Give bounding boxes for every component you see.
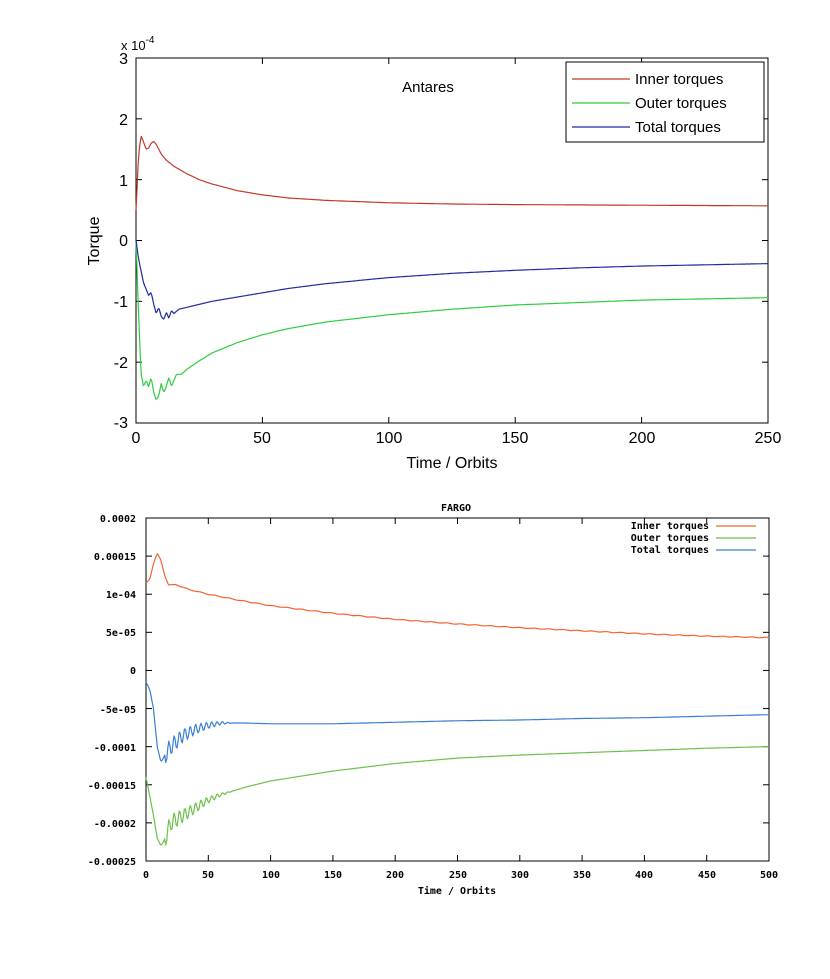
x-tick-label: 0	[143, 870, 149, 881]
x-tick-label: 100	[262, 870, 280, 881]
tick-marks	[145, 517, 770, 862]
x-tick-label: 350	[573, 870, 591, 881]
y-tick-labels: 3 2 1 0 -1 -2 -3	[114, 51, 128, 432]
y-tick-label: -1	[114, 294, 128, 311]
legend-label-outer: Outer torques	[635, 95, 727, 112]
y-tick-label: 0	[130, 666, 136, 677]
x-tick-label: 0	[132, 430, 141, 447]
x-tick-label: 150	[502, 430, 529, 447]
y-tick-label: -2	[114, 355, 128, 372]
x-tick-label: 200	[629, 430, 656, 447]
y-tick-label: 1e-04	[106, 590, 136, 601]
series-line-outer-torques	[145, 746, 769, 846]
x-axis-label: Time / Orbits	[418, 885, 496, 897]
antares-chart: Antares x 10-4 3 2 1 0 -1 -2 -3 0 50 100…	[86, 35, 781, 472]
y-tick-label: 0.0002	[100, 514, 136, 525]
y-multiplier: x 10-4	[121, 35, 155, 53]
x-tick-label: 300	[511, 870, 529, 881]
x-tick-labels: 0 50 100 150 200 250	[132, 430, 782, 447]
fargo-chart: FARGO 0.0002 0.00015 1e-04 5e-05 0 -5e-0…	[88, 503, 778, 897]
x-tick-label: 50	[253, 430, 271, 447]
series-line-inner-torques	[145, 553, 770, 639]
y-tick-label: -0.00025	[88, 857, 136, 868]
y-tick-label: 2	[119, 112, 128, 129]
y-tick-labels: 0.0002 0.00015 1e-04 5e-05 0 -5e-05 -0.0…	[88, 514, 136, 868]
y-tick-label: 0.00015	[94, 552, 136, 563]
y-tick-label: 3	[119, 51, 128, 68]
legend-label-outer: Outer torques	[631, 533, 709, 544]
tick-marks	[135, 57, 769, 424]
x-tick-label: 100	[376, 430, 403, 447]
x-tick-label: 500	[760, 870, 778, 881]
legend: Inner torques Outer torques Total torque…	[565, 61, 765, 143]
y-tick-label: 0	[119, 233, 128, 250]
x-axis-label: Time / Orbits	[407, 455, 498, 472]
x-tick-label: 250	[449, 870, 467, 881]
y-tick-label: -0.0002	[94, 819, 136, 830]
y-axis-label: Torque	[86, 216, 103, 265]
x-tick-labels: 0 50 100 150 200 250 300 350 400 450 500	[143, 870, 778, 881]
legend-label-inner: Inner torques	[635, 71, 723, 88]
y-tick-label: 5e-05	[106, 628, 136, 639]
y-tick-label: -5e-05	[100, 705, 136, 716]
y-tick-label: -0.00015	[88, 781, 136, 792]
series-line-total-torques	[145, 681, 769, 764]
legend-label-inner: Inner torques	[631, 521, 709, 532]
series-lines	[145, 553, 770, 846]
series-line-outer-torques	[135, 240, 768, 400]
x-tick-label: 450	[698, 870, 716, 881]
x-tick-label: 400	[635, 870, 653, 881]
x-tick-label: 250	[755, 430, 782, 447]
legend-label-total: Total torques	[631, 545, 709, 556]
series-line-inner-torques	[135, 135, 768, 211]
x-tick-label: 200	[386, 870, 404, 881]
x-tick-label: 50	[202, 870, 214, 881]
legend: Inner torques Outer torques Total torque…	[631, 521, 756, 556]
chart-title: FARGO	[441, 503, 471, 514]
y-tick-label: -0.0001	[94, 743, 136, 754]
chart-title: Antares	[402, 79, 454, 96]
series-lines	[135, 135, 768, 400]
x-tick-label: 150	[324, 870, 342, 881]
plot-frame	[145, 517, 770, 862]
y-tick-label: -3	[114, 415, 128, 432]
series-line-total-torques	[135, 240, 768, 320]
y-tick-label: 1	[119, 173, 128, 190]
legend-box	[565, 61, 765, 143]
legend-label-total: Total torques	[635, 119, 721, 136]
